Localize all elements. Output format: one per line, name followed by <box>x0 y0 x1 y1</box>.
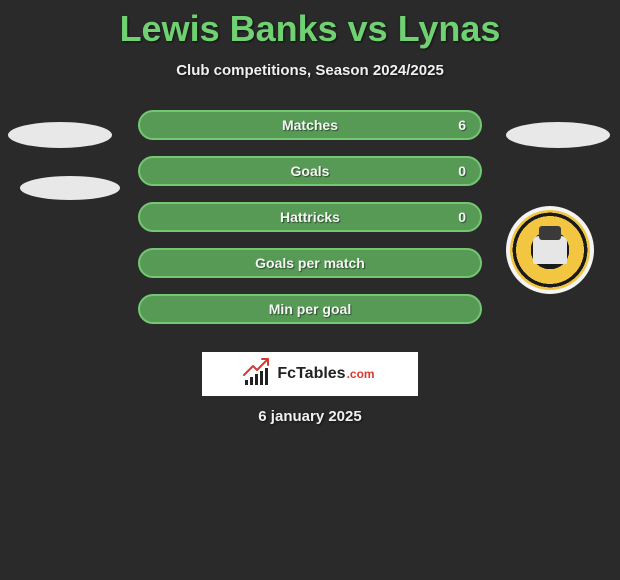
brand-badge: FcTables.com <box>202 352 418 396</box>
page-subtitle: Club competitions, Season 2024/2025 <box>0 62 620 79</box>
brand-chart-icon <box>245 363 271 385</box>
stat-row-goals-per-match: Goals per match <box>138 248 482 278</box>
club-crest <box>506 206 594 294</box>
right-player-avatar <box>506 110 610 294</box>
avatar-placeholder-ellipse <box>20 176 120 200</box>
avatar-placeholder-ellipse <box>506 122 610 148</box>
page-title: Lewis Banks vs Lynas <box>0 0 620 50</box>
stat-bars: Matches 6 Goals 0 Hattricks 0 Goals per … <box>138 110 482 340</box>
stat-label: Matches <box>282 117 338 133</box>
stat-label: Hattricks <box>280 209 340 225</box>
brand-text: FcTables.com <box>277 365 374 383</box>
stat-label: Min per goal <box>269 301 351 317</box>
stat-value: 0 <box>458 163 466 179</box>
stat-value: 6 <box>458 117 466 133</box>
left-player-avatar <box>8 110 120 200</box>
stat-label: Goals <box>291 163 330 179</box>
stat-label: Goals per match <box>255 255 365 271</box>
stat-row-min-per-goal: Min per goal <box>138 294 482 324</box>
brand-name: FcTables <box>277 365 345 383</box>
brand-domain: .com <box>347 367 375 381</box>
page-date: 6 january 2025 <box>0 408 620 425</box>
stat-row-hattricks: Hattricks 0 <box>138 202 482 232</box>
stat-value: 0 <box>458 209 466 225</box>
stat-row-matches: Matches 6 <box>138 110 482 140</box>
avatar-placeholder-ellipse <box>8 122 112 148</box>
stat-row-goals: Goals 0 <box>138 156 482 186</box>
club-crest-ring <box>510 210 590 290</box>
brand-arrow-icon <box>243 357 271 377</box>
club-crest-emblem <box>533 236 567 264</box>
